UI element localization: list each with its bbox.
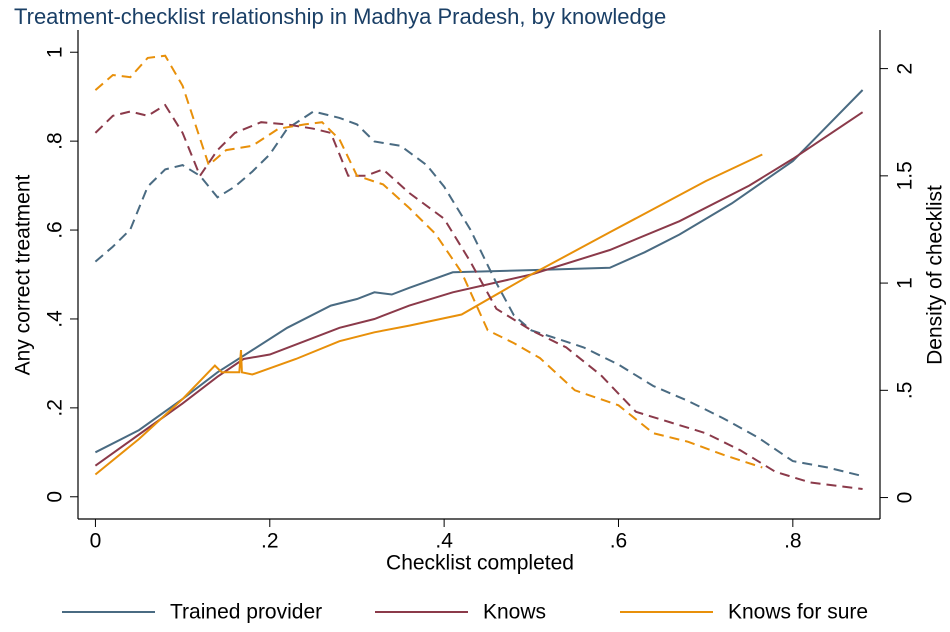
y-tick-label: 1 [44,46,67,58]
y-axis-title: Any correct treatment [12,174,35,375]
x-tick-label: .6 [610,530,628,553]
y2-tick-label: 1 [894,277,917,289]
series-line [94,54,763,469]
y2-tick-label: .5 [894,382,917,400]
x-axis-title: Checklist completed [386,552,574,575]
y2-axis-title: Density of checklist [924,185,947,365]
legend-label: Knows [483,601,546,624]
chart-title: Treatment-checklist relationship in Madh… [14,4,666,29]
y-tick-label: .2 [44,399,67,417]
series-line [94,103,863,490]
x-tick-label: .8 [784,530,802,553]
y-tick-label: .6 [44,221,67,239]
y-tick-label: .8 [44,132,67,150]
legend-label: Knows for sure [728,601,868,624]
x-tick-label: 0 [90,530,102,553]
y2-tick-label: 1.5 [894,161,917,190]
series-line [94,153,763,476]
series-line [94,110,863,478]
series-line [94,89,864,454]
legend-label: Trained provider [170,601,322,624]
y-tick-label: 0 [44,491,67,503]
x-tick-label: .2 [261,530,279,553]
series-line [94,111,864,467]
y-tick-label: .4 [44,310,67,328]
x-tick-label: .4 [435,530,453,553]
y2-tick-label: 2 [894,63,917,75]
y2-tick-label: 0 [894,492,917,504]
